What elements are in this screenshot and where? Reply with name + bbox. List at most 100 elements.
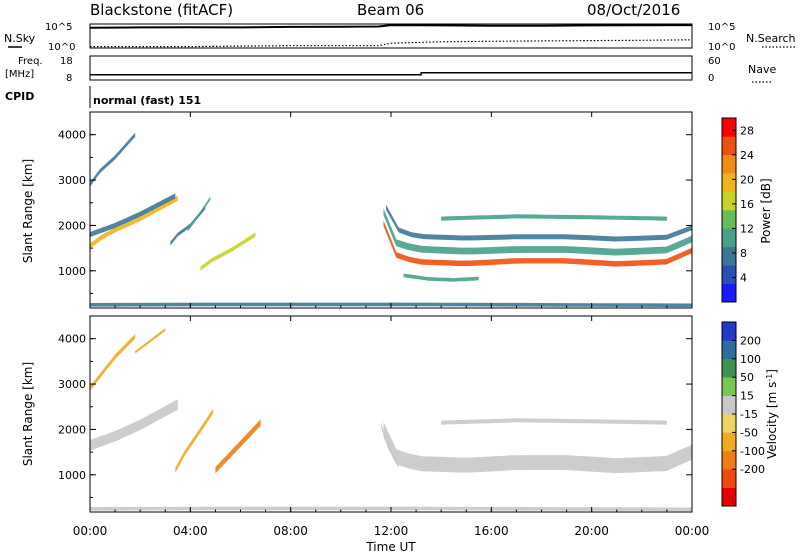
- freq-label: Freq.: [18, 56, 43, 67]
- power-colorbar-segment: [722, 173, 736, 192]
- power-echo-band: [441, 214, 667, 221]
- power-echo-band: [383, 208, 692, 256]
- velocity-colorbar-segment: [722, 322, 736, 341]
- power-ytick-label: 3000: [58, 174, 86, 187]
- nave-tick-high: 60: [708, 56, 721, 67]
- velocity-echo-band: [175, 408, 213, 473]
- x-tick-label: 00:00: [675, 524, 710, 538]
- velocity-ytick-label: 1000: [58, 469, 86, 482]
- nave-tick-low: 0: [708, 73, 714, 84]
- cpid-text: normal (fast) 151: [93, 94, 201, 107]
- velocity-echo-band: [135, 328, 166, 354]
- power-colorbar-segment: [722, 283, 736, 303]
- x-tick-label: 16:00: [474, 524, 509, 538]
- velocity-frame: [89, 315, 693, 513]
- velocity-colorbar-tick-label: -100: [740, 445, 765, 458]
- velocity-colorbar: 200 100 50 15 -15 -50 -100 -200: [721, 321, 765, 507]
- cpid-label: CPID: [5, 90, 34, 103]
- velocity-data-group: [90, 328, 692, 512]
- velocity-echo-band: [381, 422, 399, 468]
- x-axis-title: Time UT: [365, 540, 416, 554]
- power-echo-band: [403, 273, 479, 282]
- velocity-panel: 1000 2000 3000 4000 Slant Range [km] 200 100…: [21, 315, 779, 513]
- freq-tick-high: 18: [60, 56, 73, 67]
- velocity-colorbar-segment: [722, 395, 736, 415]
- power-ytick-label: 1000: [58, 265, 86, 278]
- freq-series-group: [90, 72, 692, 76]
- power-data-group: [90, 132, 692, 308]
- nsky-tick-high-right: 10^5: [708, 22, 735, 33]
- nsky-panel: N.Sky 10^5 10^0 10^5 10^0 N.Search: [4, 22, 796, 53]
- power-colorbar-segment: [722, 191, 736, 211]
- power-colorbar: 4 8 12 16 20 24 28: [721, 117, 754, 303]
- velocity-colorbar-tick-label: 100: [740, 353, 761, 366]
- power-colorbar-tick-label: 24: [740, 149, 754, 162]
- power-frame: [89, 111, 693, 309]
- nsky-tick-high-left: 10^5: [45, 22, 72, 33]
- velocity-colorbar-segment: [722, 469, 736, 488]
- nave-label: Nave: [748, 63, 776, 76]
- power-panel: 1000 2000 3000 4000 Slant Range [km] 4 8 12 16…: [21, 111, 773, 309]
- power-colorbar-label: Power [dB]: [759, 178, 773, 243]
- velocity-colorbar-tick-label: 50: [740, 371, 754, 384]
- date-title: 08/Oct/2016: [587, 1, 680, 19]
- power-echo-band: [200, 232, 256, 271]
- power-colorbar-frame: [721, 117, 737, 303]
- station-title: Blackstone (fitACF): [90, 1, 233, 19]
- power-ytick-label: 2000: [58, 219, 86, 232]
- velocity-colorbar-tick-label: -15: [740, 408, 758, 421]
- velocity-colorbar-tick-label: -200: [740, 463, 765, 476]
- velocity-ylabel: Slant Range [km]: [21, 362, 35, 466]
- velocity-ytick-label: 3000: [58, 378, 86, 391]
- velocity-axes-group: 1000 2000 3000 4000: [58, 316, 693, 512]
- velocity-colorbar-tick-label: -50: [740, 426, 758, 439]
- freq-panel: Freq. [MHz] 18 8 60 0 Nave: [5, 55, 776, 84]
- power-colorbar-segment: [722, 136, 736, 156]
- velocity-ytick-label: 4000: [58, 333, 86, 346]
- x-tick-label: 12:00: [374, 524, 409, 538]
- power-echo-band: [170, 205, 206, 246]
- velocity-colorbar-segment: [722, 487, 736, 507]
- velocity-colorbar-tick-label: 15: [740, 390, 754, 403]
- nsky-series-group: [89, 24, 693, 48]
- velocity-echo-band: [90, 399, 178, 451]
- power-colorbar-segment: [722, 210, 736, 229]
- velocity-colorbar-segment: [722, 450, 736, 470]
- velocity-ytick-label: 2000: [58, 423, 86, 436]
- power-colorbar-segment: [722, 228, 736, 248]
- power-echo-band: [187, 196, 211, 232]
- velocity-colorbar-segment: [722, 340, 736, 360]
- velocity-colorbar-segment: [722, 358, 736, 378]
- x-tick-label: 08:00: [273, 524, 308, 538]
- power-colorbar-tick-label: 12: [740, 222, 754, 235]
- velocity-echo-band: [90, 334, 136, 391]
- power-colorbar-tick-label: 20: [740, 173, 754, 186]
- velocity-colorbar-segment: [722, 377, 736, 396]
- power-colorbar-segment: [722, 246, 736, 266]
- power-colorbar-tick-label: 28: [740, 124, 754, 137]
- power-colorbar-segment: [722, 118, 736, 137]
- freq-series-line-0: [90, 72, 692, 76]
- freq-tick-low: 8: [66, 73, 72, 84]
- power-echo-band: [90, 132, 136, 187]
- nsky-series-line-0: [89, 24, 693, 29]
- power-colorbar-tick-label: 4: [740, 271, 747, 284]
- nsky-tick-low-right: 10^0: [708, 42, 735, 53]
- power-echo-band: [90, 195, 178, 249]
- power-colorbar-tick-label: 8: [740, 247, 747, 260]
- nsky-series-line-1: [90, 39, 693, 48]
- power-echo-band: [386, 204, 692, 242]
- power-echo-band: [90, 193, 176, 237]
- velocity-echo-band: [215, 419, 261, 474]
- power-colorbar-tick-label: 16: [740, 198, 754, 211]
- x-tick-label: 00:00: [73, 524, 108, 538]
- velocity-echo-band: [441, 418, 667, 425]
- x-tick-label: 20:00: [574, 524, 609, 538]
- freq-frame: [89, 55, 693, 81]
- x-tick-label: 04:00: [173, 524, 208, 538]
- velocity-colorbar-segment: [722, 432, 736, 452]
- x-axis-labels: 00:00 04:00 08:00 12:00 16:00 20:00 00:00: [73, 524, 710, 538]
- nsky-label: N.Sky: [4, 32, 36, 45]
- nsky-tick-low-left: 10^0: [48, 42, 75, 53]
